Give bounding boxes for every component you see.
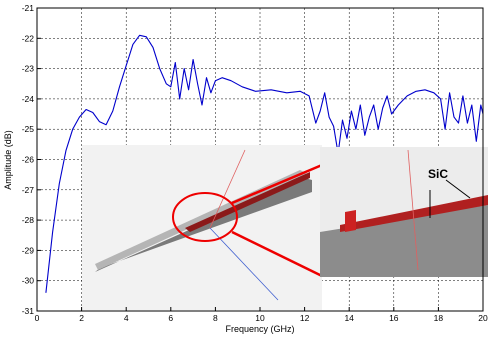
x-tick-label: 20	[478, 313, 488, 323]
x-tick-label: 16	[389, 313, 399, 323]
x-tick-label: 2	[79, 313, 84, 323]
y-tick-label: -23	[22, 64, 35, 74]
y-tick-label: -27	[22, 185, 35, 195]
y-tick-label: -29	[22, 245, 35, 255]
data-line	[45, 34, 484, 293]
inset-3d-model	[82, 145, 323, 310]
x-tick-label: 6	[168, 313, 173, 323]
series-line-0	[45, 34, 484, 293]
x-tick-label: 8	[213, 313, 218, 323]
y-tick-label: -30	[22, 276, 35, 286]
x-axis-label: Frequency (GHz)	[225, 324, 294, 334]
annotation-sic: SiC	[428, 167, 448, 181]
x-tick-label: 14	[344, 313, 354, 323]
y-tick-label: -31	[22, 306, 35, 316]
x-tick-label: 4	[124, 313, 129, 323]
y-tick-label: -28	[22, 215, 35, 225]
y-tick-label: -21	[22, 3, 35, 13]
x-tick-label: 12	[300, 313, 310, 323]
inset-zoomed-view	[320, 147, 488, 277]
y-tick-label: -24	[22, 94, 35, 104]
y-tick-label: -22	[22, 33, 35, 43]
x-tick-label: 10	[255, 313, 265, 323]
x-axis-ticks: 0 2 4 6 8 10 12 14 16 18 20	[35, 307, 488, 323]
y-tick-label: -26	[22, 155, 35, 165]
x-tick-label: 18	[434, 313, 444, 323]
x-tick-label: 0	[35, 313, 40, 323]
y-axis-ticks: -21 -22 -23 -24 -25 -26 -27 -28 -29 -30 -31	[22, 3, 41, 316]
y-axis-label: Amplitude (dB)	[3, 130, 13, 190]
y-tick-label: -25	[22, 124, 35, 134]
